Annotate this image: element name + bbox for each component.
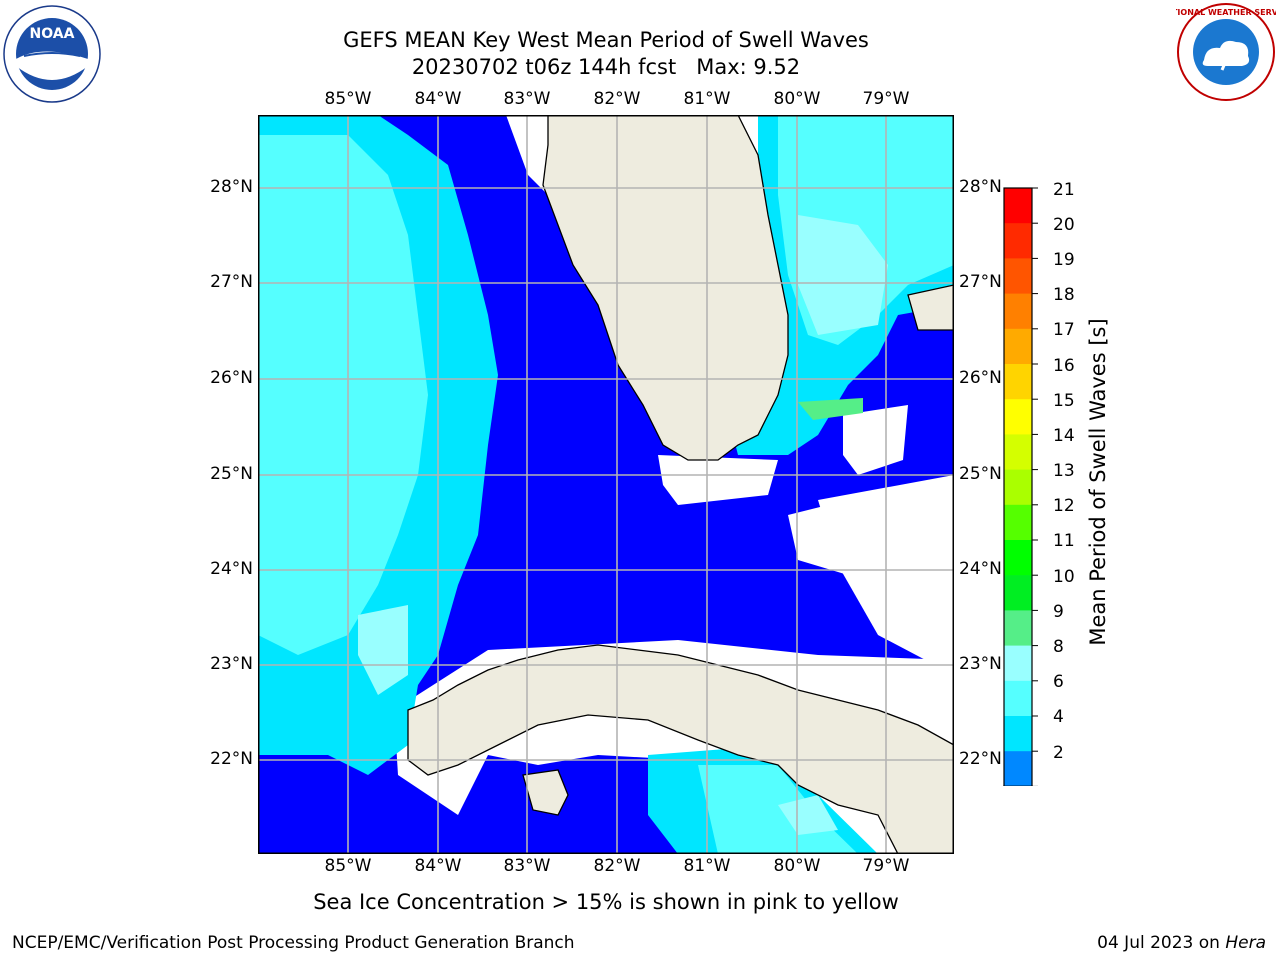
colorbar-bin [1004, 575, 1032, 611]
lon-label-bottom: 83°W [503, 856, 551, 876]
colorbar-tick-label: 16 [1053, 356, 1075, 376]
colorbar-bin [1004, 293, 1032, 330]
sea-ice-note: Sea Ice Concentration > 15% is shown in … [313, 890, 899, 914]
lon-label-top: 80°W [773, 89, 821, 109]
colorbar-tick-label: 8 [1053, 637, 1064, 657]
colorbar-tick-label: 20 [1053, 215, 1075, 235]
lon-label-bottom: 79°W [862, 856, 910, 876]
nws-logo: NATIONAL WEATHER SERVICE [1176, 3, 1276, 101]
lat-label-left: 26°N [210, 368, 253, 388]
colorbar-bin [1004, 610, 1032, 647]
colorbar-frame [1003, 187, 1033, 786]
lon-label-bottom: 80°W [773, 856, 821, 876]
colorbar-tick-label: 11 [1053, 531, 1075, 551]
map-frame [258, 115, 954, 854]
colorbar-bin [1004, 399, 1032, 435]
colorbar-bin [1004, 223, 1032, 259]
colorbar-tick-label: 15 [1053, 391, 1075, 411]
colorbar-bin [1004, 540, 1032, 576]
credit-line: NCEP/EMC/Verification Post Processing Pr… [12, 933, 575, 953]
graticule [258, 115, 954, 854]
noaa-logo-text: NOAA [30, 26, 75, 42]
lon-label-top: 84°W [414, 89, 462, 109]
lat-label-left: 23°N [210, 654, 253, 674]
map-subtitle: 20230702 t06z 144h fcst Max: 9.52 [411, 55, 801, 79]
colorbar-tick-label: 13 [1053, 461, 1075, 481]
colorbar-tick-label: 6 [1053, 672, 1064, 692]
lon-label-top: 85°W [324, 89, 372, 109]
colorbar-bin [1004, 258, 1032, 295]
colorbar-tick-label: 14 [1053, 426, 1075, 446]
colorbar-tick-label: 9 [1053, 602, 1064, 622]
land-areas [407, 115, 954, 854]
colorbar-bin [1004, 751, 1032, 786]
isle-of-youth-land [522, 769, 569, 816]
date-line: 04 Jul 2023 on Hera [1097, 933, 1266, 953]
lon-label-bottom: 81°W [683, 856, 731, 876]
lon-label-bottom: 84°W [414, 856, 462, 876]
colorbar-tick-label: 21 [1053, 180, 1075, 200]
lat-label-left: 22°N [210, 749, 253, 769]
colorbar-bin [1004, 434, 1032, 471]
map-title: GEFS MEAN Key West Mean Period of Swell … [343, 28, 869, 52]
colorbar-bin [1004, 645, 1032, 682]
lat-label-left: 25°N [210, 464, 253, 484]
colorbar-bin [1004, 504, 1032, 541]
lat-label-right: 26°N [959, 368, 1002, 388]
swell-6-8-band [358, 215, 888, 835]
lon-label-top: 83°W [503, 89, 551, 109]
colorbar-tick-label: 19 [1053, 250, 1075, 270]
lon-label-top: 79°W [862, 89, 910, 109]
colorbar-bin [1004, 469, 1032, 506]
colorbar-bin [1004, 328, 1032, 365]
colorbar-tick-label: 18 [1053, 285, 1075, 305]
nws-logo-text: NATIONAL WEATHER SERVICE [1176, 8, 1276, 17]
date-text: 04 Jul 2023 on [1097, 933, 1226, 953]
swell-8-9-band [798, 398, 863, 420]
cuba-land [407, 644, 954, 854]
noaa-logo: NOAA [3, 5, 101, 103]
lat-label-right: 27°N [959, 272, 1002, 292]
lon-label-top: 82°W [593, 89, 641, 109]
bahamas-land [907, 284, 954, 331]
colorbar-tick-label: 2 [1053, 743, 1064, 763]
lat-label-left: 28°N [210, 177, 253, 197]
colorbar-tick-label: 10 [1053, 567, 1075, 587]
lon-label-bottom: 82°W [593, 856, 641, 876]
colorbar-bin [1004, 364, 1032, 400]
lat-label-right: 23°N [959, 654, 1002, 674]
lat-label-right: 28°N [959, 177, 1002, 197]
lon-label-top: 81°W [683, 89, 731, 109]
colorbar-bin [1004, 188, 1032, 224]
florida-land [542, 115, 789, 461]
host-name: Hera [1225, 933, 1266, 953]
colorbar-tick-label: 17 [1053, 320, 1075, 340]
lat-label-right: 24°N [959, 559, 1002, 579]
lat-label-right: 22°N [959, 749, 1002, 769]
lat-label-left: 27°N [210, 272, 253, 292]
colorbar-tick-label: 12 [1053, 496, 1075, 516]
colorbar-tick-label: 4 [1053, 707, 1064, 727]
swell-period-map [258, 115, 954, 854]
lon-label-bottom: 85°W [324, 856, 372, 876]
lat-label-right: 25°N [959, 464, 1002, 484]
colorbar-label: Mean Period of Swell Waves [s] [1086, 318, 1110, 646]
colorbar-bin [1004, 680, 1032, 717]
lat-label-left: 24°N [210, 559, 253, 579]
colorbar [1002, 187, 1038, 786]
colorbar-bin [1004, 716, 1032, 752]
